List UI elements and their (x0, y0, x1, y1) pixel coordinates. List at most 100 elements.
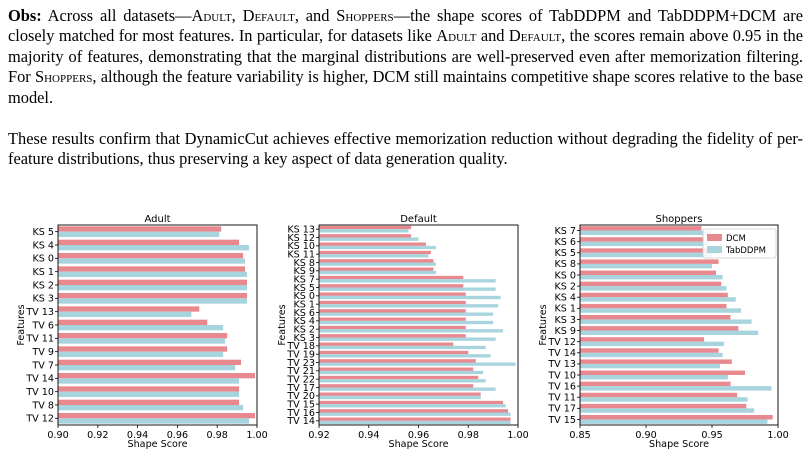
obs-label: Obs: (8, 6, 42, 25)
bar-tabddpm-tv-13 (580, 363, 720, 369)
bar-dcm-ks-0 (319, 292, 466, 296)
observation-paragraph: Obs: Across all datasets— Adult, Default,… (8, 6, 803, 108)
bar-dcm-ks-10 (319, 242, 426, 246)
bar-tabddpm-tv-16 (319, 412, 511, 416)
bar-dcm-tv-10 (58, 386, 240, 392)
bar-tabddpm-tv-15 (319, 404, 506, 408)
x-tick-label: 1.00 (246, 430, 267, 441)
bar-dcm-tv-22 (319, 375, 479, 380)
bar-tabddpm-tv-19 (319, 354, 491, 358)
bar-tabddpm-ks-2 (58, 285, 248, 291)
bar-tabddpm-ks-1 (58, 271, 248, 277)
bar-dcm-tv-17 (580, 403, 747, 409)
paragraph-text: , although the feature variability is hi… (8, 67, 803, 107)
y-tick-label: TV 9 (31, 347, 54, 358)
bar-tabddpm-tv-14 (580, 352, 723, 358)
bar-tabddpm-tv-6 (58, 325, 224, 331)
bar-tabddpm-tv-15 (580, 419, 768, 424)
y-tick-label: TV 23 (286, 358, 315, 369)
y-tick-label: KS 4 (554, 293, 576, 304)
chart-legend: DCM TabDDPM (702, 228, 777, 259)
y-tick-label: KS 0 (293, 291, 315, 302)
bar-dcm-tv-16 (580, 381, 731, 387)
y-axis-label: Features (538, 304, 549, 345)
x-tick-label: 0.90 (635, 430, 656, 441)
bar-tabddpm-tv-20 (319, 395, 481, 400)
x-tick-label: 0.96 (408, 430, 429, 441)
bar-dcm-ks-11 (319, 250, 431, 255)
plot-frame (57, 224, 258, 426)
bar-tabddpm-ks-5 (319, 287, 496, 291)
bar-tabddpm-ks-3 (580, 319, 752, 324)
bar-dcm-ks-2 (319, 325, 466, 330)
y-tick-label: TV 15 (286, 400, 315, 411)
x-tick-label: 0.90 (47, 430, 68, 441)
y-tick-label: TV 10 (547, 370, 576, 381)
paragraph-text: , (231, 6, 243, 25)
y-tick-label: KS 1 (32, 267, 54, 278)
bar-dcm-tv-12 (580, 337, 705, 342)
paragraph-text: —the shape scores of TabDDPM and TabDDPM… (8, 6, 803, 46)
bar-dcm-ks-3 (58, 293, 248, 299)
bar-dcm-tv-18 (319, 342, 454, 346)
dataset-name-default: Default (508, 26, 562, 46)
y-tick-label: KS 3 (293, 333, 315, 344)
bar-tabddpm-tv-12 (58, 418, 250, 424)
bar-tabddpm-ks-3 (319, 337, 496, 341)
bar-dcm-ks-3 (319, 334, 466, 338)
y-tick-label: KS 5 (32, 227, 54, 238)
bar-dcm-tv-15 (580, 415, 773, 420)
legend-swatch-dcm (707, 234, 722, 241)
paragraph-text: Across all datasets— (41, 6, 192, 25)
x-tick-label: 0.98 (458, 430, 479, 441)
bar-dcm-ks-6 (319, 309, 466, 313)
dataset-name-shoppers: Shoppers (35, 67, 93, 87)
bar-dcm-ks-6 (580, 237, 705, 242)
chart-title: Adult (144, 214, 170, 225)
y-tick-label: TV 13 (547, 359, 576, 370)
y-axis-label: Features (277, 304, 288, 345)
bar-dcm-ks-2 (58, 279, 248, 285)
bar-dcm-ks-1 (580, 303, 727, 309)
bar-tabddpm-ks-9 (580, 330, 759, 335)
y-tick-label: KS 9 (554, 326, 576, 337)
y-tick-label: TV 22 (286, 375, 315, 386)
bar-tabddpm-tv-11 (580, 397, 748, 402)
bar-dcm-tv-14 (58, 373, 256, 379)
bar-tabddpm-ks-0 (580, 275, 723, 280)
bar-dcm-tv-12 (58, 413, 256, 419)
bar-dcm-tv-6 (58, 319, 208, 325)
chart-title: Default (400, 214, 437, 225)
y-tick-label: KS 8 (293, 258, 315, 269)
bar-dcm-tv-7 (58, 359, 242, 365)
y-tick-label: KS 3 (32, 294, 54, 305)
y-tick-label: KS 0 (554, 270, 576, 281)
y-tick-label: KS 4 (293, 316, 315, 327)
bar-tabddpm-ks-4 (58, 245, 250, 251)
paragraph-text: , the scores remain above 0.95 in the ma… (8, 26, 803, 87)
bar-tabddpm-tv-8 (58, 405, 244, 411)
bar-dcm-ks-4 (580, 292, 728, 298)
y-tick-label: TV 17 (286, 383, 315, 394)
bar-tabddpm-tv-14 (58, 378, 240, 384)
bar-tabddpm-ks-2 (580, 286, 727, 291)
dataset-name-adult: Adult (436, 26, 477, 46)
bar-tabddpm-ks-1 (580, 308, 742, 313)
bar-dcm-ks-0 (580, 270, 716, 275)
legend-label-dcm: DCM (726, 234, 746, 244)
x-tick-label: 0.92 (87, 430, 108, 441)
bar-tabddpm-tv-17 (319, 387, 496, 391)
y-tick-label: TV 11 (25, 334, 54, 345)
bar-tabddpm-ks-4 (580, 297, 736, 302)
bar-dcm-tv-11 (580, 392, 738, 398)
bar-dcm-tv-9 (58, 346, 228, 352)
bar-dcm-ks-1 (58, 266, 246, 272)
bar-tabddpm-tv-10 (580, 375, 728, 380)
bar-tabddpm-ks-0 (319, 295, 501, 300)
y-tick-label: KS 3 (554, 315, 576, 326)
dataset-name-shoppers: Shoppers (336, 6, 394, 25)
bar-dcm-ks-8 (319, 259, 434, 263)
y-tick-label: TV 16 (547, 381, 576, 392)
plot-frame (579, 224, 779, 426)
